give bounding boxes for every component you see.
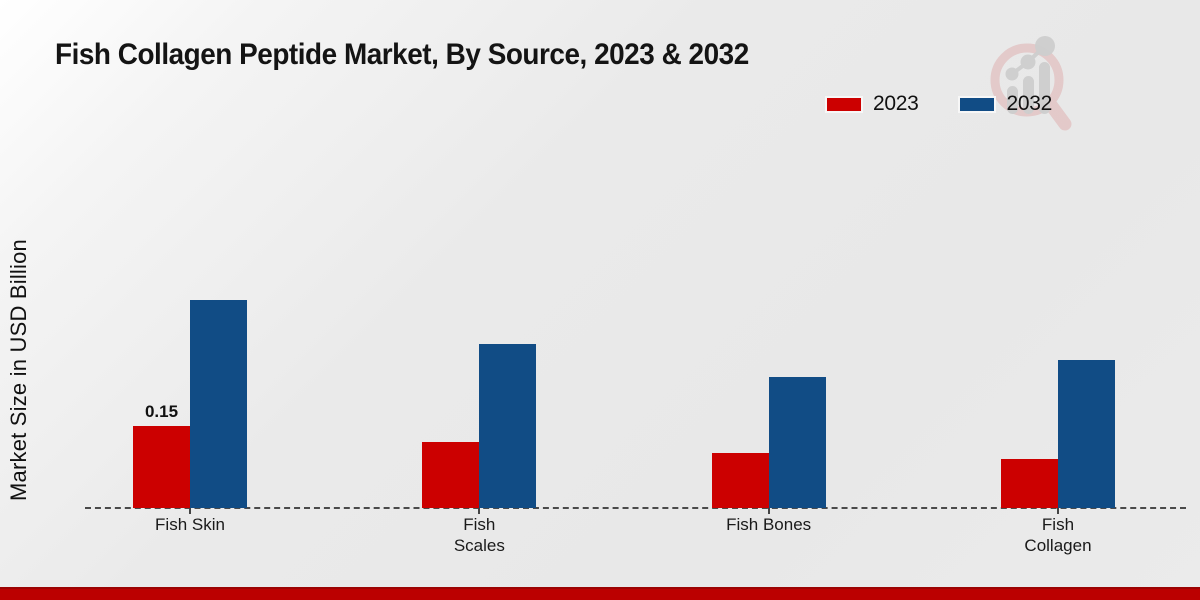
x-axis-category-label: Fish Collagen [1024, 515, 1092, 556]
x-axis-baseline [85, 507, 1186, 509]
x-axis-tick [1056, 508, 1059, 514]
bar-2032-fish-scales [479, 344, 537, 508]
bar-2023-fish-collagen [1000, 459, 1058, 508]
bar-2023-fish-bones [711, 453, 769, 508]
market-research-magnifier-logo-icon [990, 36, 1072, 131]
x-axis-tick [189, 508, 191, 514]
bar-2023-fish-scales [422, 442, 480, 508]
x-axis-tick [767, 508, 770, 514]
legend: 2023 2032 [826, 92, 1052, 116]
bar-2032-fish-bones [768, 377, 826, 508]
legend-swatch [960, 97, 995, 111]
legend-item-2023: 2023 [826, 92, 919, 116]
legend-label: 2023 [872, 92, 919, 115]
legend-item-2032: 2032 [960, 92, 1052, 116]
legend-label: 2032 [1006, 92, 1052, 115]
bar-value-label: 0.15 [144, 402, 179, 421]
bar-2032-fish-skin [190, 300, 247, 508]
footer-accent-band [0, 587, 1200, 600]
x-axis-category-label: Fish Skin [155, 515, 225, 534]
bar-2023-fish-skin [133, 426, 190, 508]
x-axis-category-label: Fish Bones [726, 515, 812, 534]
x-axis-category-label: Fish Scales [453, 515, 505, 556]
x-axis-tick [478, 508, 481, 514]
chart-title: Fish Collagen Peptide Market, By Source,… [55, 38, 749, 71]
bar-2032-fish-collagen [1057, 360, 1115, 508]
legend-swatch [826, 97, 861, 111]
